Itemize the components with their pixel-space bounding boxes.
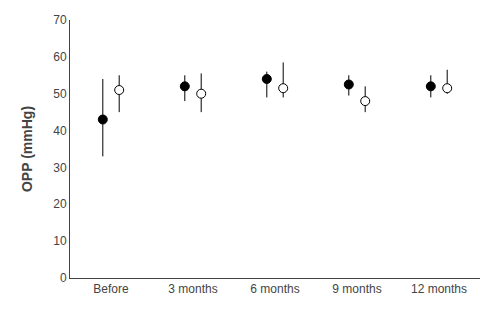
svg-text:70: 70 [53,13,67,27]
svg-text:9 months: 9 months [332,282,381,296]
svg-text:0: 0 [60,271,67,285]
svg-text:3 months: 3 months [168,282,217,296]
svg-text:30: 30 [53,161,67,175]
svg-text:40: 40 [53,124,67,138]
svg-text:6 months: 6 months [250,282,299,296]
svg-text:60: 60 [53,50,67,64]
svg-text:12 months: 12 months [411,282,467,296]
svg-text:OPP (mmHg): OPP (mmHg) [19,106,35,192]
svg-text:20: 20 [53,197,67,211]
svg-text:Before: Before [93,282,129,296]
svg-text:10: 10 [53,234,67,248]
svg-text:50: 50 [53,87,67,101]
